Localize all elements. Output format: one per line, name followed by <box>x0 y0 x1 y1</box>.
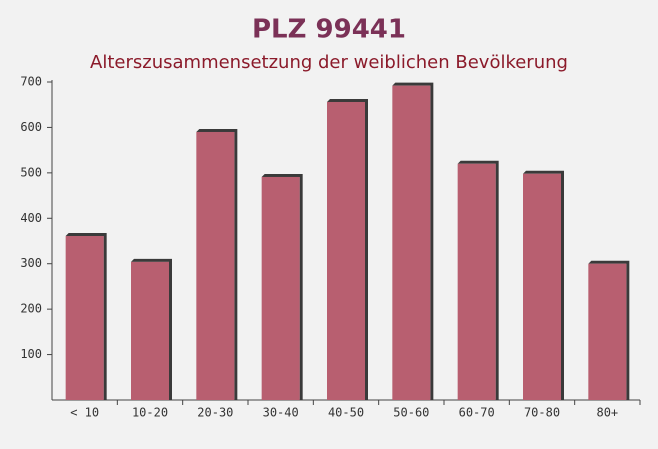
y-tick-label: 400 <box>20 211 42 225</box>
bar <box>261 176 300 400</box>
x-tick-label: 60-70 <box>459 406 495 420</box>
x-tick-label: 40-50 <box>328 406 364 420</box>
x-tick-label: 80+ <box>596 406 618 420</box>
x-tick-label: < 10 <box>70 406 99 420</box>
x-tick-label: 10-20 <box>132 406 168 420</box>
y-tick-label: 200 <box>20 302 42 316</box>
chart-title: PLZ 99441 <box>252 15 406 45</box>
x-tick-label: 50-60 <box>393 406 429 420</box>
x-tick-label: 70-80 <box>524 406 560 420</box>
x-tick-label: 20-30 <box>197 406 233 420</box>
bar <box>65 236 104 400</box>
y-tick-label: 700 <box>20 75 42 89</box>
x-tick-label: 30-40 <box>263 406 299 420</box>
bar <box>588 263 627 400</box>
bar <box>392 85 431 401</box>
bar <box>457 163 496 400</box>
chart-subtitle: Alterszusammensetzung der weiblichen Bev… <box>90 52 568 73</box>
y-tick-label: 100 <box>20 347 42 361</box>
bar <box>196 131 235 400</box>
bar <box>523 173 561 400</box>
y-tick-label: 300 <box>20 256 42 270</box>
y-tick-label: 500 <box>20 165 42 179</box>
y-tick-label: 600 <box>20 120 42 134</box>
bar <box>131 261 169 400</box>
bar <box>327 101 365 400</box>
